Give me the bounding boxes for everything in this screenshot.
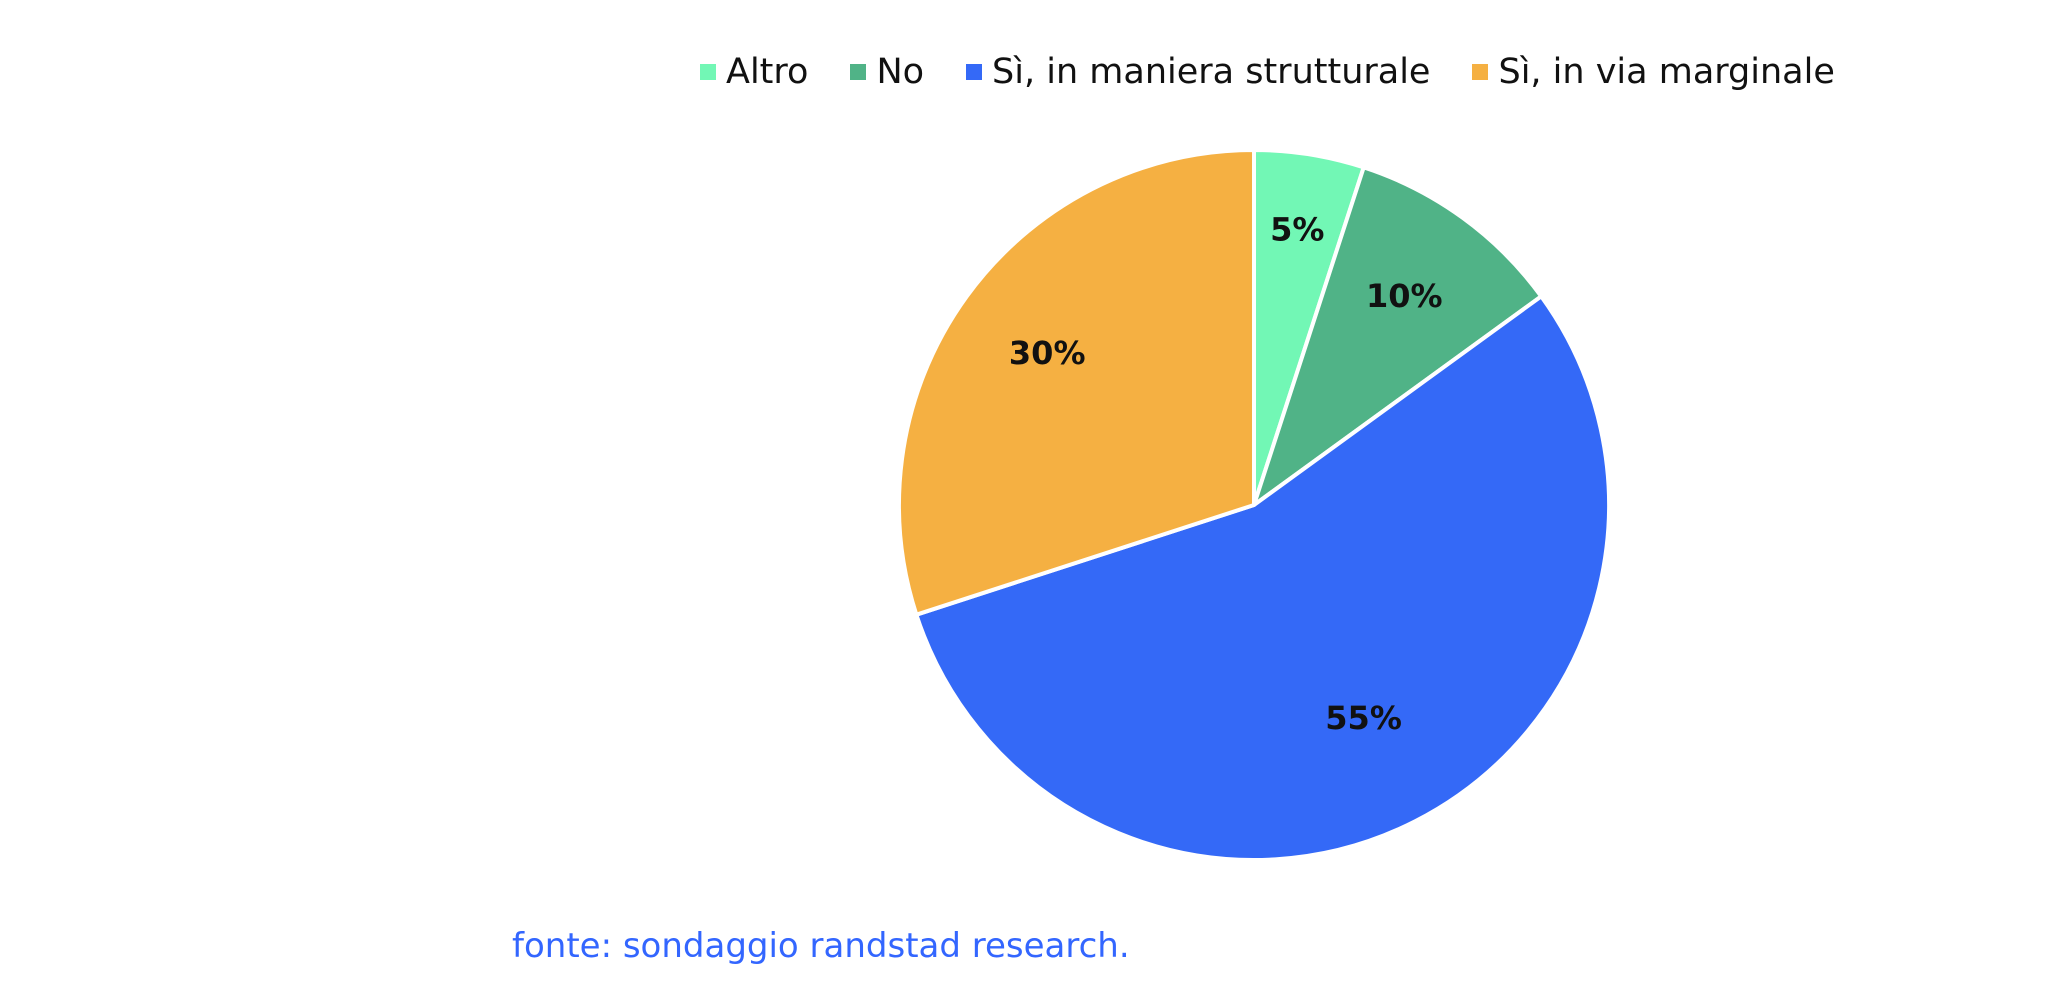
pie-label-altro: 5% xyxy=(1270,211,1324,249)
legend-item-no: No xyxy=(850,52,924,92)
chart-legend: Altro No Sì, in maniera strutturale Sì, … xyxy=(700,52,1835,92)
legend-item-altro: Altro xyxy=(700,52,808,92)
pie-label-si-strutturale: 55% xyxy=(1325,699,1402,737)
pie-slice-si-marginale xyxy=(897,148,1256,617)
legend-swatch-altro xyxy=(700,64,716,80)
pie-label-no: 10% xyxy=(1366,277,1443,315)
pie-label-si-marginale: 30% xyxy=(1009,334,1086,372)
pie-slices xyxy=(897,148,1611,862)
pie-slice-no xyxy=(1252,165,1544,507)
legend-label-altro: Altro xyxy=(726,52,809,92)
legend-swatch-si-marginale xyxy=(1472,64,1489,80)
legend-swatch-si-strutturale xyxy=(966,64,983,80)
legend-label-no: No xyxy=(876,52,925,92)
legend-label-si-marginale: Sì, in via marginale xyxy=(1498,52,1835,92)
source-note: fonte: sondaggio randstad research. xyxy=(512,926,1130,966)
legend-item-si-strutturale: Sì, in maniera strutturale xyxy=(966,52,1430,92)
pie-slice-si-strutturale xyxy=(914,294,1611,862)
legend-item-si-marginale: Sì, in via marginale xyxy=(1472,52,1835,92)
legend-label-si-strutturale: Sì, in maniera strutturale xyxy=(992,52,1431,92)
legend-swatch-no xyxy=(850,64,867,80)
pie-labels: 5% 10% 55% 30% xyxy=(1009,211,1443,738)
